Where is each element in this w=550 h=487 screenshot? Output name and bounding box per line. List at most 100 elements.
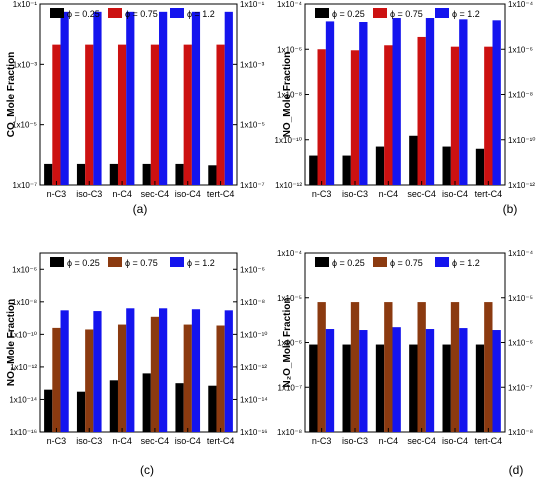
- bar-phi12-n-C3: [325, 329, 335, 432]
- bar-phi12-tert-C4: [224, 310, 233, 432]
- bar-phi025-n-C4: [375, 344, 385, 432]
- y-axis-label: N₂O_Mole Fraction: [282, 297, 293, 387]
- legend-swatch-phi12: [435, 257, 449, 267]
- x-tick-label: iso-C4: [442, 436, 468, 446]
- bar-phi025-n-C4: [109, 163, 118, 185]
- y-tick-label: 1x10⁻¹⁰: [10, 330, 37, 339]
- bar-phi075-n-C3: [317, 302, 326, 432]
- legend-label-phi12: ϕ = 1.2: [452, 9, 480, 19]
- bar-phi12-iso-C4: [459, 328, 468, 432]
- bar-phi12-iso-C4: [459, 19, 468, 185]
- legend-swatch-phi075: [373, 257, 387, 267]
- bar-phi025-iso-C3: [342, 155, 351, 185]
- bar-phi12-n-C4: [126, 308, 135, 432]
- x-tick-label: n-C3: [312, 189, 332, 199]
- x-tick-label: iso-C3: [76, 189, 102, 199]
- y-tick-label-right: 1x10⁻³: [240, 60, 265, 69]
- y-tick-label: 1x10⁻¹²: [275, 181, 302, 190]
- x-tick-label: n-C3: [47, 436, 67, 446]
- y-tick-label-right: 1x10⁻⁶: [508, 45, 533, 54]
- bar-phi075-n-C4: [117, 44, 127, 186]
- y-tick-label: 1x10⁻⁴: [277, 249, 303, 258]
- legend-label-phi075: ϕ = 0.75: [125, 258, 158, 268]
- bar-phi12-iso-C3: [93, 311, 102, 432]
- plot-frame: [39, 252, 238, 433]
- bar-phi075-iso-C3: [85, 44, 94, 186]
- chart-panel-4: 1x10⁻⁸ 1x10⁻⁸ 1x10⁻⁷ 1x10⁻⁷ 1x10⁻⁶ 1x10⁻⁶ 1x10…: [277, 249, 534, 477]
- panel-label: (d): [509, 463, 524, 477]
- bar-phi075-n-C4: [117, 324, 127, 432]
- y-tick-label: 1x10⁻⁴: [277, 0, 303, 9]
- legend-swatch-phi025: [50, 8, 64, 18]
- bar-phi12-tert-C4: [224, 11, 233, 185]
- y-tick-label: 1x10⁻¹: [13, 0, 38, 9]
- y-tick-label-right: 1x10⁻¹: [240, 0, 265, 9]
- y-tick-label-right: 1x10⁻⁶: [508, 339, 533, 348]
- x-tick-label: sec-C4: [141, 189, 170, 199]
- panel-label: (b): [503, 202, 518, 216]
- legend-swatch-phi025: [315, 257, 329, 267]
- x-tick-label: sec-C4: [141, 436, 170, 446]
- bar-phi12-n-C3: [60, 11, 69, 185]
- bar-phi075-iso-C3: [350, 302, 360, 432]
- bar-phi025-iso-C4: [442, 146, 451, 185]
- x-tick-label: tert-C4: [475, 189, 503, 199]
- legend-label-phi025: ϕ = 0.25: [332, 258, 365, 268]
- bar-phi075-tert-C4: [216, 44, 225, 186]
- y-tick-label: 1x10⁻⁶: [277, 45, 302, 54]
- x-tick-label: tert-C4: [207, 436, 235, 446]
- y-tick-label: 1x10⁻⁶: [12, 265, 37, 274]
- legend-swatch-phi025: [315, 8, 329, 18]
- bar-phi025-tert-C4: [475, 344, 485, 432]
- legend-swatch-phi12: [435, 8, 449, 18]
- y-tick-label-right: 1x10⁻⁸: [508, 428, 533, 437]
- x-tick-label: iso-C3: [76, 436, 102, 446]
- bar-phi075-n-C4: [384, 302, 393, 432]
- legend-swatch-phi075: [108, 257, 122, 267]
- y-tick-label-right: 1x10⁻¹²: [508, 181, 535, 190]
- bar-phi025-iso-C4: [175, 163, 184, 185]
- legend-swatch-phi12: [170, 257, 184, 267]
- bar-phi12-n-C3: [60, 310, 69, 432]
- bar-phi075-sec-C4: [417, 302, 426, 432]
- bar-phi12-tert-C4: [492, 330, 501, 432]
- bar-phi12-tert-C4: [492, 20, 501, 185]
- bar-phi12-iso-C3: [359, 330, 368, 432]
- bar-phi075-n-C3: [317, 49, 326, 185]
- bar-phi025-tert-C4: [208, 385, 217, 432]
- y-tick-label-right: 1x10⁻⁷: [240, 181, 265, 190]
- bar-phi025-tert-C4: [475, 148, 485, 185]
- chart-panel-1: 1x10⁻⁷ 1x10⁻⁷ 1x10⁻⁵ 1x10⁻⁵ 1x10⁻³ 1x10⁻³ 1x10…: [6, 0, 265, 216]
- y-tick-label-right: 1x10⁻¹²: [240, 363, 267, 372]
- y-tick-label-right: 1x10⁻⁸: [508, 91, 533, 100]
- legend-label-phi075: ϕ = 0.75: [390, 258, 423, 268]
- bar-phi12-iso-C3: [93, 11, 102, 185]
- bar-phi12-sec-C4: [159, 308, 168, 432]
- bar-phi025-n-C4: [109, 380, 118, 432]
- y-tick-label: 1x10⁻¹²: [10, 363, 37, 372]
- legend-label-phi12: ϕ = 1.2: [187, 9, 215, 19]
- y-tick-label-right: 1x10⁻¹⁶: [240, 428, 268, 437]
- y-tick-label-right: 1x10⁻⁶: [240, 265, 265, 274]
- bar-phi025-n-C3: [44, 163, 53, 185]
- bar-phi12-sec-C4: [425, 329, 435, 432]
- legend-label-phi12: ϕ = 1.2: [187, 258, 215, 268]
- x-tick-label: sec-C4: [407, 436, 436, 446]
- panel-label: (c): [140, 463, 154, 477]
- legend-label-phi075: ϕ = 0.75: [390, 9, 423, 19]
- bar-phi12-iso-C4: [191, 11, 201, 185]
- bar-phi075-tert-C4: [484, 46, 493, 186]
- bar-phi025-iso-C3: [342, 344, 351, 432]
- x-tick-label: sec-C4: [407, 189, 436, 199]
- bar-phi075-sec-C4: [150, 316, 160, 432]
- x-tick-label: n-C4: [379, 189, 399, 199]
- bar-phi075-sec-C4: [417, 36, 426, 185]
- bar-phi075-iso-C4: [450, 46, 460, 186]
- y-tick-label-right: 1x10⁻⁴: [508, 249, 534, 258]
- bar-phi025-n-C4: [375, 146, 385, 185]
- y-tick-label: 1x10⁻³: [13, 60, 38, 69]
- x-tick-label: n-C4: [112, 436, 132, 446]
- y-tick-label: 1x10⁻⁷: [13, 181, 38, 190]
